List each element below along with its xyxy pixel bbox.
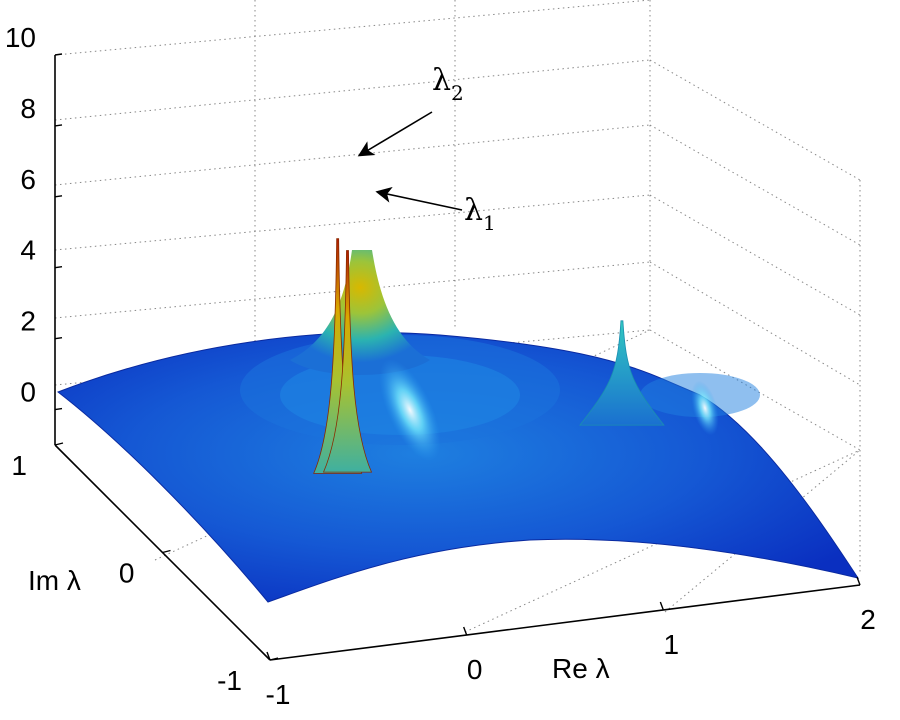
peak-2 xyxy=(322,250,373,473)
x-tick-label: 1 xyxy=(664,629,680,660)
annotations: λ2 λ1 xyxy=(357,63,496,235)
annotation-lambda2: λ2 xyxy=(432,63,464,105)
y-tick-mark xyxy=(269,657,279,661)
z-tick-label: 2 xyxy=(20,306,36,337)
y-tick-label: 1 xyxy=(11,450,27,481)
z-tick-label: 0 xyxy=(20,377,36,408)
z-tick-mark xyxy=(54,124,63,127)
y-tick-label: 0 xyxy=(119,558,135,589)
y-tick-mark xyxy=(54,442,64,446)
x-axis-label: Re λ xyxy=(552,653,610,684)
x-tick-label: -1 xyxy=(266,679,291,710)
x-axis-line xyxy=(269,584,861,661)
z-tick-label: 6 xyxy=(20,164,36,195)
z-tick-mark xyxy=(54,336,63,340)
z-tick-label: 4 xyxy=(20,235,36,266)
tick-marks: 0 2 4 6 8 10 -1 0 1 -1 0 1 2 xyxy=(5,22,876,710)
z-tick-label: 8 xyxy=(20,93,36,124)
x-tick-mark xyxy=(463,626,468,636)
x-tick-mark xyxy=(856,576,861,586)
x-tick-label: 0 xyxy=(467,654,483,685)
y-tick-label: -1 xyxy=(217,665,242,696)
y-axis-label: Im λ xyxy=(28,565,81,596)
x-tick-label: 2 xyxy=(860,604,876,635)
z-tick-mark xyxy=(54,53,63,56)
z-tick-mark xyxy=(54,195,63,198)
z-tick-mark xyxy=(54,266,63,269)
z-tick-label: 10 xyxy=(5,22,36,53)
y-tick-mark xyxy=(162,549,171,554)
x-tick-mark xyxy=(659,601,664,611)
x-tick-mark xyxy=(266,651,271,661)
z-tick-mark xyxy=(54,407,63,411)
annotation-arrow-lambda2 xyxy=(357,111,433,157)
peak-3 xyxy=(579,320,665,426)
annotation-arrow-lambda1 xyxy=(375,186,463,211)
annotation-lambda1: λ1 xyxy=(464,193,496,235)
peak-group xyxy=(313,238,665,474)
